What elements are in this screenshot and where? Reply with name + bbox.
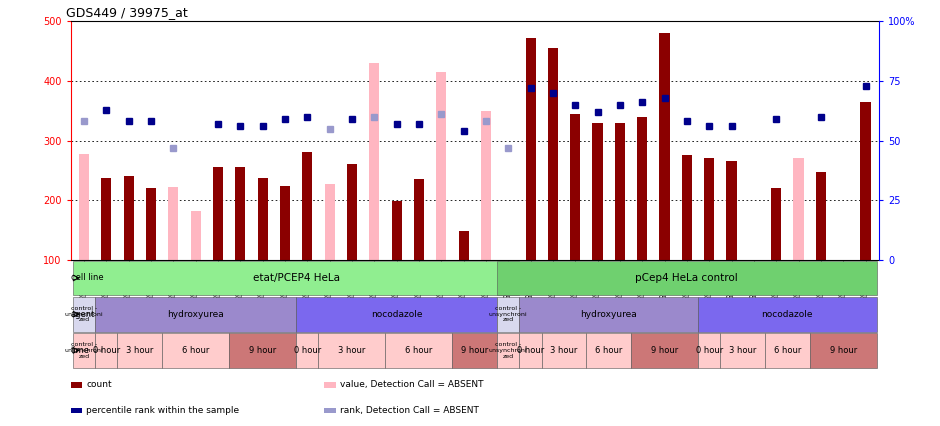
Text: agent: agent [70,310,95,319]
Text: value, Detection Call = ABSENT: value, Detection Call = ABSENT [340,380,484,389]
Bar [324,184,335,260]
Bar [860,102,870,260]
Bar [525,38,536,260]
Bar [520,297,698,331]
Text: 9 hour: 9 hour [462,346,488,355]
Bar [660,33,669,260]
Bar [682,155,692,260]
Bar [587,333,631,368]
Bar [497,297,520,331]
Bar [497,333,520,368]
Bar [369,63,379,260]
Bar [118,333,162,368]
Text: etat/PCEP4 HeLa: etat/PCEP4 HeLa [253,273,339,283]
Text: control -
unsynchroni
zed: control - unsynchroni zed [489,342,527,359]
Text: 6 hour: 6 hour [405,346,432,355]
Bar [436,72,446,260]
Bar [296,297,497,331]
Text: 0 hour: 0 hour [293,346,321,355]
Bar [631,333,698,368]
Text: nocodazole: nocodazole [370,310,422,319]
Bar [146,188,156,260]
Bar [385,333,452,368]
Bar [497,261,877,295]
Bar [503,260,513,275]
Bar [414,179,424,260]
Bar [520,333,541,368]
Bar [749,260,759,272]
Bar [698,297,877,331]
Bar [162,333,229,368]
Text: 0 hour: 0 hour [696,346,723,355]
Text: 9 hour: 9 hour [829,346,856,355]
Bar [452,333,497,368]
Bar [229,333,296,368]
Bar [79,154,89,260]
Bar [72,261,520,295]
Bar [212,167,223,260]
Bar [637,117,648,260]
Bar [168,187,179,260]
Text: 3 hour: 3 hour [550,346,578,355]
Bar [280,186,290,260]
Bar [392,201,401,260]
Bar [615,123,625,260]
Bar [548,48,557,260]
Text: GDS449 / 39975_at: GDS449 / 39975_at [67,6,188,19]
Text: rank, Detection Call = ABSENT: rank, Detection Call = ABSENT [340,406,479,415]
Bar [727,161,737,260]
Text: 0 hour: 0 hour [93,346,120,355]
Text: count: count [86,380,112,389]
Text: control -
unsynchroni
zed: control - unsynchroni zed [65,306,103,322]
Bar [720,333,765,368]
Text: hydroxyurea: hydroxyurea [167,310,224,319]
Bar [72,333,95,368]
Bar [280,221,290,260]
Text: 6 hour: 6 hour [595,346,622,355]
Bar [481,111,491,260]
Bar [816,172,826,260]
Bar [258,178,268,260]
Bar [235,167,245,260]
Bar [102,178,111,260]
Bar [191,211,200,260]
Bar [771,188,781,260]
Bar [95,333,118,368]
Text: cell line: cell line [70,273,103,282]
Bar [302,152,312,260]
Text: 6 hour: 6 hour [181,346,210,355]
Text: time: time [70,346,90,355]
Text: hydroxyurea: hydroxyurea [580,310,637,319]
Text: percentile rank within the sample: percentile rank within the sample [86,406,240,415]
Text: control -
unsynchroni
zed: control - unsynchroni zed [65,342,103,359]
Text: pCep4 HeLa control: pCep4 HeLa control [635,273,738,283]
Bar [123,176,133,260]
Text: 9 hour: 9 hour [249,346,276,355]
Bar [72,297,95,331]
Bar [592,123,603,260]
Bar [793,158,804,260]
Text: 3 hour: 3 hour [338,346,366,355]
Text: nocodazole: nocodazole [761,310,813,319]
Bar [571,114,580,260]
Bar [698,333,720,368]
Text: 3 hour: 3 hour [729,346,757,355]
Text: control -
unsynchroni
zed: control - unsynchroni zed [489,306,527,322]
Text: 9 hour: 9 hour [650,346,678,355]
Bar [459,231,468,260]
Bar [95,297,296,331]
Bar [809,333,877,368]
Bar [319,333,385,368]
Bar [296,333,319,368]
Bar [838,260,848,266]
Text: 6 hour: 6 hour [774,346,801,355]
Bar [765,333,809,368]
Bar [347,164,357,260]
Text: 0 hour: 0 hour [517,346,544,355]
Bar [704,158,714,260]
Text: 3 hour: 3 hour [126,346,153,355]
Bar [541,333,587,368]
